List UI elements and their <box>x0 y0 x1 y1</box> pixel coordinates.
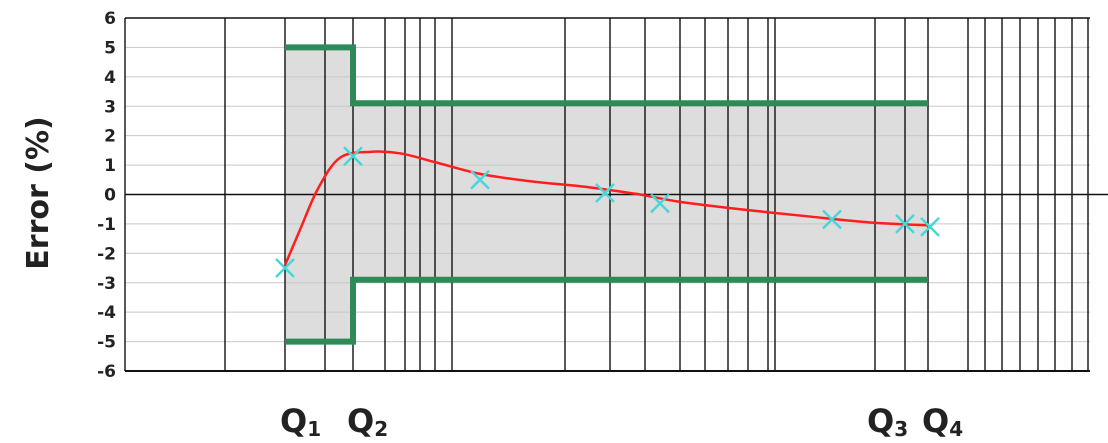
y-tick-label: 4 <box>104 68 116 88</box>
flow-marker-q1: Q1 <box>280 402 321 441</box>
y-tick-label: -6 <box>97 362 116 382</box>
y-tick-label: 6 <box>104 9 116 29</box>
measurement-point <box>595 183 615 203</box>
flow-marker-labels: Q1 Q2 Q3 Q4 <box>280 402 963 441</box>
tolerance-band <box>285 47 928 342</box>
measurement-point <box>920 216 940 237</box>
error-curve <box>283 150 929 266</box>
measurement-point <box>470 169 490 190</box>
error-limit-lines <box>285 44 928 345</box>
flow-marker-q3: Q3 <box>867 402 908 441</box>
measurement-point <box>822 209 842 230</box>
measurement-point <box>650 193 670 214</box>
y-tick-label: 0 <box>104 186 116 206</box>
y-tick-labels: 6 5 4 3 2 1 0 -1 -2 -3 -4 -5 -6 <box>97 9 116 382</box>
y-tick-label: -3 <box>97 274 116 294</box>
y-tick-label: 3 <box>104 97 116 117</box>
y-tick-label: -5 <box>97 333 116 353</box>
upper-limit-line <box>285 44 928 107</box>
lower-limit-line <box>285 276 928 345</box>
y-tick-label: 2 <box>104 127 116 147</box>
y-tick-label: -2 <box>97 244 116 264</box>
flow-marker-q4: Q4 <box>922 402 963 441</box>
measurement-point <box>343 146 363 167</box>
y-tick-label: -4 <box>97 303 116 323</box>
band-zone-2 <box>353 103 928 280</box>
y-tick-label: 5 <box>104 38 116 58</box>
y-tick-label: -1 <box>97 215 116 235</box>
measurement-point <box>895 214 915 234</box>
measurement-point <box>275 258 295 278</box>
y-tick-label: 1 <box>104 156 116 176</box>
measurement-points <box>275 146 940 278</box>
flow-marker-q2: Q2 <box>347 402 388 441</box>
error-curve-line <box>283 150 929 266</box>
y-axis-label: Error (%) <box>21 116 56 269</box>
